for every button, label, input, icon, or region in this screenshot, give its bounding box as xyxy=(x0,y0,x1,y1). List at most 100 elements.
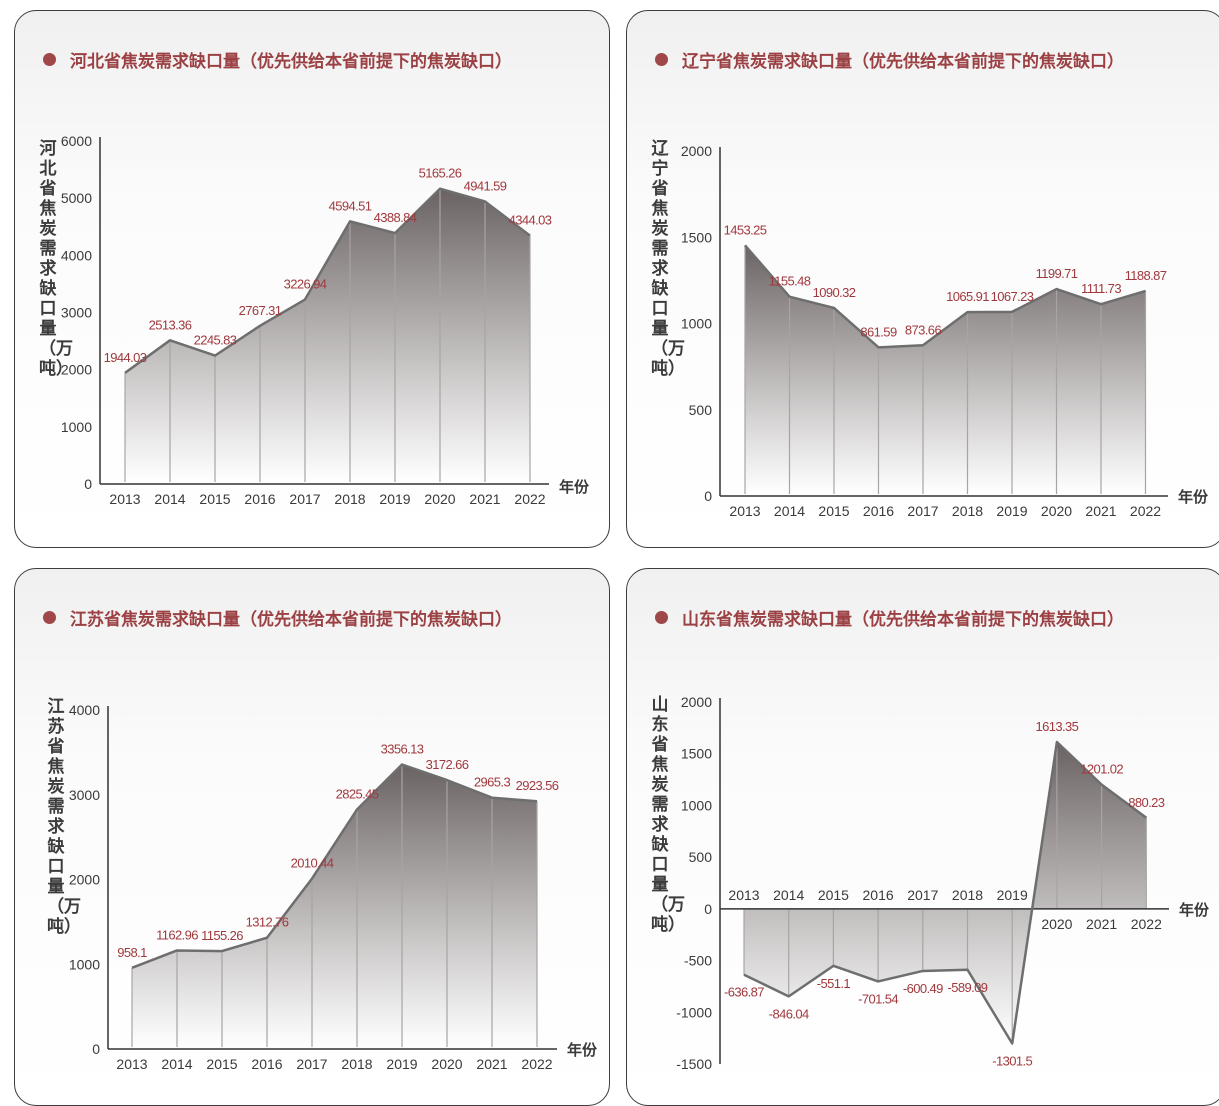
x-tick-label: 2020 xyxy=(1041,916,1072,932)
data-label: 4388.84 xyxy=(374,210,417,225)
data-label: 958.1 xyxy=(117,945,147,960)
x-tick-label: 2013 xyxy=(728,887,759,903)
panel-title-text: 江苏省焦炭需求缺口量（优先供给本省前提下的焦炭缺口） xyxy=(70,610,512,630)
data-label: 861.59 xyxy=(860,324,897,339)
y-tick-label: 2000 xyxy=(681,143,712,159)
panel-title: 江苏省焦炭需求缺口量（优先供给本省前提下的焦炭缺口） xyxy=(43,605,512,630)
data-label: -1301.5 xyxy=(992,1053,1032,1068)
y-tick-label: 1000 xyxy=(681,316,712,332)
x-tick-label: 2016 xyxy=(244,491,275,507)
y-tick-label: 2000 xyxy=(69,872,100,888)
x-tick-label: 2020 xyxy=(424,491,455,507)
x-tick-label: 2013 xyxy=(116,1056,147,1072)
data-label: 2513.36 xyxy=(149,317,192,332)
data-label: 2965.3 xyxy=(474,775,511,790)
x-tick-label: 2018 xyxy=(952,887,983,903)
data-label: 1188.87 xyxy=(1125,268,1167,283)
y-tick-label: 1000 xyxy=(69,956,100,972)
bullet-dot-icon xyxy=(43,611,56,624)
y-tick-label: 4000 xyxy=(61,247,92,263)
data-label: 1453.25 xyxy=(724,222,767,237)
x-tick-label: 2022 xyxy=(514,491,545,507)
panel-liaoning: 辽宁省焦炭需求缺口量（优先供给本省前提下的焦炭缺口） 辽宁省焦炭需求缺口量（万吨… xyxy=(626,10,1219,548)
data-label: 1067.23 xyxy=(991,289,1034,304)
x-tick-label: 2021 xyxy=(476,1056,507,1072)
x-tick-label: 2015 xyxy=(818,887,849,903)
data-label: 1065.91 xyxy=(946,289,989,304)
area-fill xyxy=(745,245,1146,494)
panel-hebei: 河北省焦炭需求缺口量（优先供给本省前提下的焦炭缺口） 河北省焦炭需求缺口量（万吨… xyxy=(14,10,610,548)
data-label: 4941.59 xyxy=(464,179,507,194)
y-tick-label: 1000 xyxy=(61,419,92,435)
x-tick-label: 2019 xyxy=(379,491,410,507)
data-label: 1201.02 xyxy=(1080,762,1123,777)
x-tick-label: 2014 xyxy=(161,1056,192,1072)
y-tick-label: -500 xyxy=(684,953,712,969)
y-axis-label: 河北省焦炭需求缺口量（万吨） xyxy=(39,139,73,379)
y-tick-label: 0 xyxy=(84,476,92,492)
data-label: 2767.31 xyxy=(239,303,282,318)
x-tick-label: 2018 xyxy=(341,1056,372,1072)
bullet-dot-icon xyxy=(655,53,668,66)
x-tick-label: 2020 xyxy=(431,1056,462,1072)
x-tick-label: 2015 xyxy=(206,1056,237,1072)
data-label: 3226.94 xyxy=(284,277,327,292)
y-tick-label: 6000 xyxy=(61,133,92,149)
x-axis-label: 年份 xyxy=(1179,901,1210,919)
x-tick-label: 2017 xyxy=(907,887,938,903)
panel-shandong: 山东省焦炭需求缺口量（优先供给本省前提下的焦炭缺口） 山东省焦炭需求缺口量（万吨… xyxy=(626,568,1219,1106)
data-label: -701.54 xyxy=(858,991,898,1006)
series-line xyxy=(743,740,1148,1045)
data-label: -589.09 xyxy=(948,980,988,995)
data-label: 880.23 xyxy=(1128,795,1165,810)
panel-title: 山东省焦炭需求缺口量（优先供给本省前提下的焦炭缺口） xyxy=(655,605,1124,630)
x-tick-label: 2016 xyxy=(251,1056,282,1072)
y-tick-label: 500 xyxy=(689,849,713,865)
data-label: 4344.03 xyxy=(509,213,552,228)
y-tick-label: 2000 xyxy=(61,362,92,378)
x-tick-label: 2013 xyxy=(109,491,140,507)
x-tick-label: 2021 xyxy=(1085,503,1116,519)
data-label: -846.04 xyxy=(769,1006,809,1021)
data-label: 2825.45 xyxy=(336,787,379,802)
x-tick-label: 2014 xyxy=(154,491,185,507)
x-tick-label: 2022 xyxy=(521,1056,552,1072)
panel-title-text: 河北省焦炭需求缺口量（优先供给本省前提下的焦炭缺口） xyxy=(70,52,512,72)
panel-jiangsu: 江苏省焦炭需求缺口量（优先供给本省前提下的焦炭缺口） 江苏省焦炭需求缺口量（万吨… xyxy=(14,568,610,1106)
x-tick-label: 2017 xyxy=(296,1056,327,1072)
data-label: 1199.71 xyxy=(1036,266,1078,281)
y-tick-label: 0 xyxy=(92,1041,100,1057)
y-tick-label: 1000 xyxy=(681,797,712,813)
x-tick-label: 2013 xyxy=(729,503,760,519)
data-label: 1111.73 xyxy=(1081,281,1121,296)
data-label: 1162.96 xyxy=(156,927,198,942)
y-tick-label: -1500 xyxy=(676,1056,712,1072)
x-tick-label: 2017 xyxy=(907,503,938,519)
x-tick-label: 2021 xyxy=(1086,916,1117,932)
x-tick-label: 2022 xyxy=(1131,916,1162,932)
data-label: 2010.44 xyxy=(291,856,334,871)
x-axis-label: 年份 xyxy=(559,478,590,496)
y-tick-label: 5000 xyxy=(61,190,92,206)
x-tick-label: 2017 xyxy=(289,491,320,507)
x-tick-label: 2015 xyxy=(199,491,230,507)
y-tick-label: 2000 xyxy=(681,694,712,710)
chart-jiangsu: 0 1000 2000 3000 4000 2013 2014 2015 2016 2017 201… xyxy=(69,702,598,1072)
x-tick-label: 2018 xyxy=(334,491,365,507)
bullet-dot-icon xyxy=(655,611,668,624)
panel-title: 河北省焦炭需求缺口量（优先供给本省前提下的焦炭缺口） xyxy=(43,47,512,72)
data-label: -600.49 xyxy=(903,981,943,996)
panel-title: 辽宁省焦炭需求缺口量（优先供给本省前提下的焦炭缺口） xyxy=(655,47,1124,72)
data-label: 1090.32 xyxy=(813,285,856,300)
data-label: 1155.26 xyxy=(201,928,243,943)
area-fill xyxy=(125,188,530,482)
panel-title-text: 山东省焦炭需求缺口量（优先供给本省前提下的焦炭缺口） xyxy=(682,610,1124,630)
x-tick-label: 2021 xyxy=(469,491,500,507)
x-tick-label: 2014 xyxy=(773,887,804,903)
x-tick-label: 2016 xyxy=(863,887,894,903)
x-tick-label: 2019 xyxy=(996,503,1027,519)
x-tick-label: 2016 xyxy=(863,503,894,519)
chart-shandong: -1500 -1000 -500 0 500 1000 1500 2000 2013 2014 20… xyxy=(676,694,1210,1072)
series-line xyxy=(124,187,531,374)
data-label: 873.66 xyxy=(905,322,942,337)
